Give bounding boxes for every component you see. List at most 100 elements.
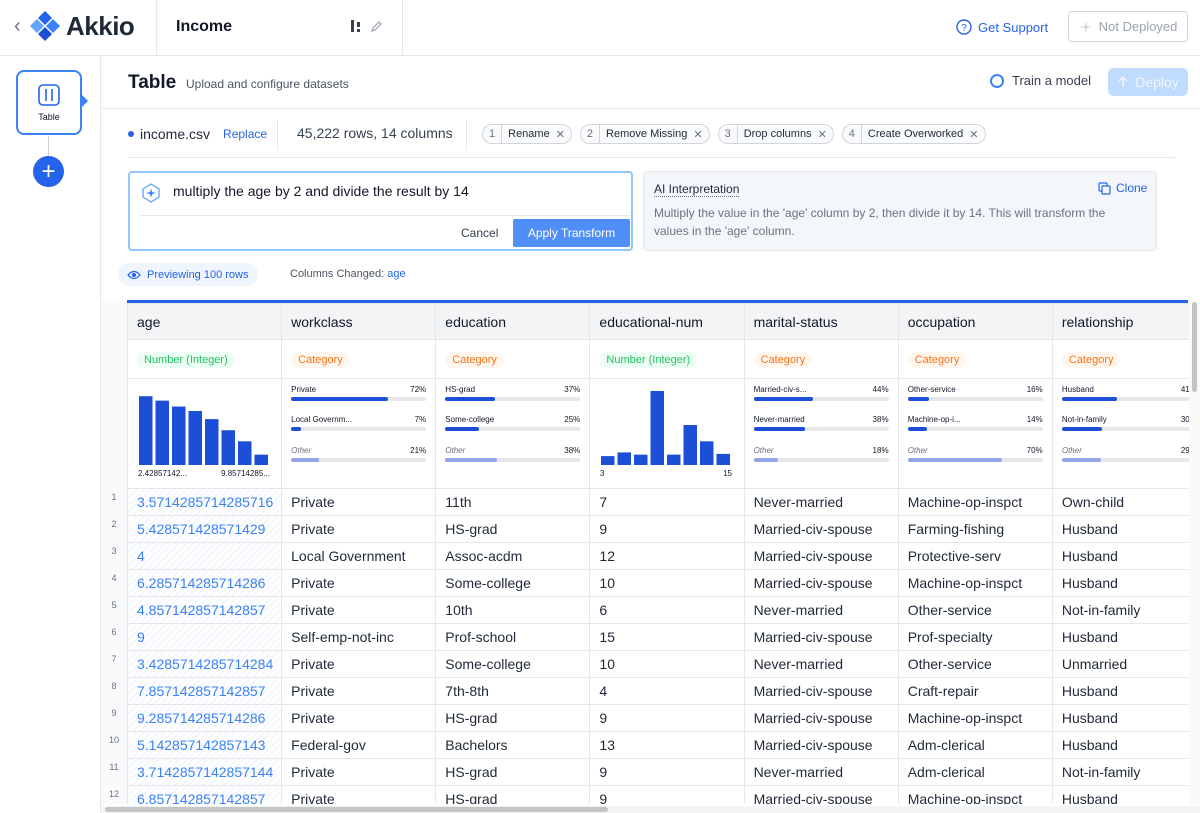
table-cell[interactable]: Machine-op-inspct [897,785,1053,804]
age-cell[interactable]: 3.7142857142857144 [126,758,283,786]
age-cell[interactable]: 9.285714285714286 [126,704,283,732]
table-cell[interactable]: Private [281,515,437,543]
table-cell[interactable]: Other-service [897,596,1053,624]
table-cell[interactable]: Husband [1051,569,1200,597]
column-type-badge[interactable]: Category [291,352,350,368]
table-cell[interactable]: 4 [589,677,745,705]
column-header[interactable]: age [126,303,283,340]
close-icon[interactable]: ✕ [817,128,827,141]
table-cell[interactable]: Husband [1051,623,1200,651]
age-cell[interactable]: 5.428571428571429 [126,515,283,543]
scrollbar-thumb[interactable] [1192,302,1197,392]
horizontal-scrollbar[interactable] [101,806,1200,813]
table-cell[interactable]: Married-civ-spouse [743,677,899,705]
table-cell[interactable]: Protective-serv [897,542,1053,570]
table-cell[interactable]: Not-in-family [1051,596,1200,624]
deploy-button[interactable]: Deploy [1108,68,1188,96]
table-cell[interactable]: Never-married [743,488,899,516]
table-cell[interactable]: Adm-clerical [897,731,1053,759]
table-cell[interactable]: Prof-school [435,623,591,651]
table-cell[interactable]: 7 [589,488,745,516]
get-support-link[interactable]: ? Get Support [956,17,1048,37]
table-cell[interactable]: Self-emp-not-inc [281,623,437,651]
table-cell[interactable]: 10th [435,596,591,624]
table-cell[interactable]: 15 [589,623,745,651]
column-header[interactable]: educational-num [589,303,745,340]
table-cell[interactable]: Married-civ-spouse [743,542,899,570]
table-cell[interactable]: HS-grad [435,515,591,543]
step-chip[interactable]: 3 Drop columns ✕ [717,124,834,144]
table-cell[interactable]: Private [281,785,437,804]
table-cell[interactable]: Private [281,569,437,597]
table-cell[interactable]: 7th-8th [435,677,591,705]
table-cell[interactable]: Federal-gov [281,731,437,759]
close-icon[interactable]: ✕ [555,128,565,141]
table-cell[interactable]: 10 [589,650,745,678]
table-cell[interactable]: 12 [589,542,745,570]
table-cell[interactable]: Husband [1051,785,1200,804]
transform-prompt-input[interactable]: multiply the age by 2 and divide the res… [173,183,469,199]
table-cell[interactable]: Some-college [435,569,591,597]
table-cell[interactable]: HS-grad [435,758,591,786]
table-cell[interactable]: Assoc-acdm [435,542,591,570]
table-cell[interactable]: 13 [589,731,745,759]
table-cell[interactable]: Husband [1051,515,1200,543]
project-name[interactable]: Income [176,18,233,35]
table-cell[interactable]: Married-civ-spouse [743,623,899,651]
table-cell[interactable]: Own-child [1051,488,1200,516]
replace-link[interactable]: Replace [223,127,268,141]
back-chevron-icon[interactable]: ‹ [14,15,21,37]
table-cell[interactable]: HS-grad [435,704,591,732]
table-cell[interactable]: Not-in-family [1051,758,1200,786]
table-cell[interactable]: Husband [1051,704,1200,732]
table-cell[interactable]: Machine-op-inspct [897,704,1053,732]
age-cell[interactable]: 9 [126,623,283,651]
column-type-badge[interactable]: Number (Integer) [599,352,698,368]
table-cell[interactable]: Never-married [743,650,899,678]
column-type-badge[interactable]: Number (Integer) [137,352,235,368]
table-cell[interactable]: Private [281,596,437,624]
table-cell[interactable]: Married-civ-spouse [743,785,899,804]
column-header[interactable]: relationship [1051,303,1200,340]
table-cell[interactable]: Private [281,758,437,786]
step-chip[interactable]: 2 Remove Missing ✕ [579,124,710,144]
column-type-badge[interactable]: Category [753,352,813,368]
table-cell[interactable]: 9 [589,515,745,543]
age-cell[interactable]: 7.857142857142857 [126,677,283,705]
age-cell[interactable]: 3.4285714285714284 [126,650,283,678]
sidebar-item-table[interactable]: Table [16,70,82,135]
table-cell[interactable]: Machine-op-inspct [897,488,1053,516]
table-cell[interactable]: Bachelors [435,731,591,759]
table-cell[interactable]: Machine-op-inspct [897,569,1053,597]
table-cell[interactable]: Unmarried [1051,650,1200,678]
table-cell[interactable]: 9 [589,758,745,786]
table-cell[interactable]: Never-married [743,596,899,624]
table-cell[interactable]: 9 [589,785,745,804]
table-cell[interactable]: 10 [589,569,745,597]
table-cell[interactable]: Private [281,650,437,678]
column-header[interactable]: occupation [897,303,1053,340]
table-cell[interactable]: Private [281,677,437,705]
close-icon[interactable]: ✕ [969,128,979,141]
table-cell[interactable]: Private [281,488,437,516]
table-cell[interactable]: Adm-clerical [897,758,1053,786]
table-cell[interactable]: Prof-specialty [897,623,1053,651]
age-cell[interactable]: 4.857142857142857 [126,596,283,624]
step-chip[interactable]: 4 Create Overworked ✕ [841,124,986,144]
age-cell[interactable]: 4 [126,542,283,570]
age-cell[interactable]: 6.857142857142857 [126,785,283,804]
table-cell[interactable]: HS-grad [435,785,591,804]
apply-transform-button[interactable]: Apply Transform [513,219,630,247]
clone-button[interactable]: Clone [1098,181,1147,195]
scrollbar-thumb[interactable] [105,807,608,812]
table-cell[interactable]: Craft-repair [897,677,1053,705]
deploy-status-button[interactable]: Not Deployed [1068,11,1188,42]
column-header[interactable]: workclass [281,303,437,340]
table-cell[interactable]: Married-civ-spouse [743,569,899,597]
train-model-button[interactable]: Train a model [990,73,1091,88]
age-cell[interactable]: 6.285714285714286 [126,569,283,597]
table-cell[interactable]: Husband [1051,677,1200,705]
flow-icon[interactable] [350,19,362,33]
table-cell[interactable]: Some-college [435,650,591,678]
column-type-badge[interactable]: Category [1061,352,1121,368]
